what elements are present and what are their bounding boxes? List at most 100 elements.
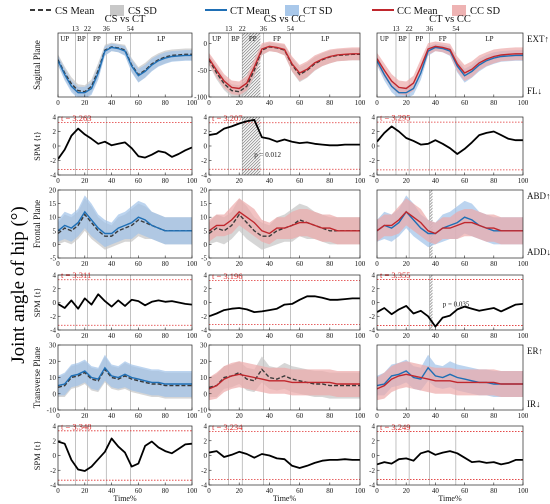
mean-line-cc — [377, 45, 523, 90]
x-tick-label: 100 — [355, 177, 366, 185]
row-label: SPM {t} — [32, 288, 42, 318]
hatch-line — [429, 243, 433, 248]
y-tick-label: -2 — [50, 313, 56, 321]
hatch-line — [242, 125, 261, 145]
phase-boundary-label: 22 — [239, 25, 247, 33]
x-tick-label: 60 — [461, 332, 469, 340]
y-tick-label: 4 — [204, 272, 208, 280]
hatch-line — [242, 41, 261, 61]
phase-boundary-label: 36 — [426, 25, 434, 33]
panel-plot-area — [209, 345, 360, 410]
panel-frame — [376, 116, 524, 176]
spm-curve — [58, 293, 192, 310]
x-tick-label: 0 — [56, 177, 60, 185]
y-tick-label: 10 — [200, 214, 208, 222]
panel-frame — [57, 116, 193, 176]
threshold-label: t = 3.249 — [380, 422, 411, 432]
x-tick-label: 40 — [266, 412, 274, 420]
y-tick-label: -5 — [50, 255, 56, 263]
x-tick-label: 0 — [375, 260, 379, 268]
y-tick-label: -2 — [50, 157, 56, 165]
y-tick-label: 4 — [204, 423, 208, 431]
y-tick-label: 4 — [372, 114, 376, 122]
x-tick-label: 20 — [403, 260, 411, 268]
hatch-line — [429, 283, 433, 288]
panel-frame — [376, 344, 524, 411]
legend-label: CC Mean — [397, 6, 438, 17]
phase-name-label: PP — [415, 35, 423, 43]
x-tick-label: 40 — [266, 332, 274, 340]
x-tick-label: 40 — [266, 99, 274, 107]
legend-entry: CS SD — [110, 5, 157, 17]
hatch-line — [247, 83, 261, 97]
hatch-line — [242, 149, 261, 169]
x-tick-label: 100 — [518, 260, 529, 268]
x-tick-label: 80 — [326, 332, 334, 340]
x-tick-label: 20 — [81, 412, 89, 420]
hatch-line — [250, 164, 261, 175]
hatch-line — [242, 47, 261, 67]
panel-frame — [57, 32, 193, 98]
hatch-line — [242, 155, 261, 175]
panel-frame — [208, 274, 361, 331]
x-tick-label: 60 — [296, 260, 304, 268]
y-tick-label: 20 — [49, 358, 57, 366]
hatch-line — [253, 167, 261, 175]
panel-plot-area — [377, 117, 523, 175]
x-tick-label: 60 — [461, 412, 469, 420]
y-tick-label: 20 — [49, 187, 57, 195]
y-tick-label: 0 — [53, 390, 57, 398]
x-tick-label: 80 — [162, 412, 170, 420]
x-tick-label: 60 — [135, 412, 143, 420]
hatch-line — [242, 119, 261, 139]
y-tick-label: 10 — [49, 374, 57, 382]
y-tick-label: -5 — [201, 255, 207, 263]
direction-label-bottom: FL↓ — [527, 86, 542, 96]
y-tick-label: -50 — [198, 67, 208, 75]
panel-plot-area — [209, 117, 360, 175]
y-tick-label: 15 — [200, 200, 208, 208]
x-tick-label: 40 — [108, 99, 116, 107]
y-tick-label: 4 — [204, 114, 208, 122]
spm-curve — [58, 437, 192, 472]
y-tick-label: -2 — [369, 313, 375, 321]
x-tick-label: 40 — [108, 260, 116, 268]
x-tick-label: 80 — [326, 99, 334, 107]
threshold-label: t = 3.207 — [212, 113, 243, 123]
legend: CS Mean CS SD CT Mean CT SD CC Mean CC SD — [30, 5, 500, 17]
y-tick-label: 0 — [372, 143, 376, 151]
hatch-line — [247, 161, 261, 175]
y-tick-label: 0 — [53, 143, 57, 151]
legend-entry: CT SD — [285, 5, 333, 17]
x-tick-label: 80 — [162, 177, 170, 185]
y-tick-label: -4 — [201, 172, 207, 180]
x-tick-label: 40 — [108, 487, 116, 495]
x-tick-label: 0 — [375, 177, 379, 185]
hatch-line — [242, 77, 261, 97]
x-tick-label: 100 — [187, 332, 198, 340]
panel-plot-area — [377, 426, 523, 485]
x-tick-label: 20 — [236, 177, 244, 185]
y-tick-label: -2 — [369, 157, 375, 165]
hatch-line — [242, 117, 261, 136]
x-tick-label: 80 — [490, 260, 498, 268]
y-tick-label: -2 — [50, 467, 56, 475]
y-tick-label: 0 — [372, 299, 376, 307]
x-tick-label: 0 — [56, 99, 60, 107]
x-tick-label: 0 — [56, 487, 60, 495]
legend-swatch — [285, 5, 299, 16]
threshold-label: t = 3.196 — [212, 271, 243, 281]
x-tick-label: 20 — [236, 487, 244, 495]
y-tick-label: 0 — [53, 452, 57, 460]
panel-frame — [376, 32, 524, 98]
y-tick-label: 5 — [204, 227, 208, 235]
phase-boundary-label: 54 — [452, 25, 460, 33]
phase-boundary-label: 54 — [287, 25, 295, 33]
y-tick-label: -2 — [201, 157, 207, 165]
significance-region — [242, 117, 261, 175]
hatch-line — [429, 286, 433, 291]
phase-boundary-label: 36 — [260, 25, 268, 33]
x-tick-label: 60 — [461, 487, 469, 495]
